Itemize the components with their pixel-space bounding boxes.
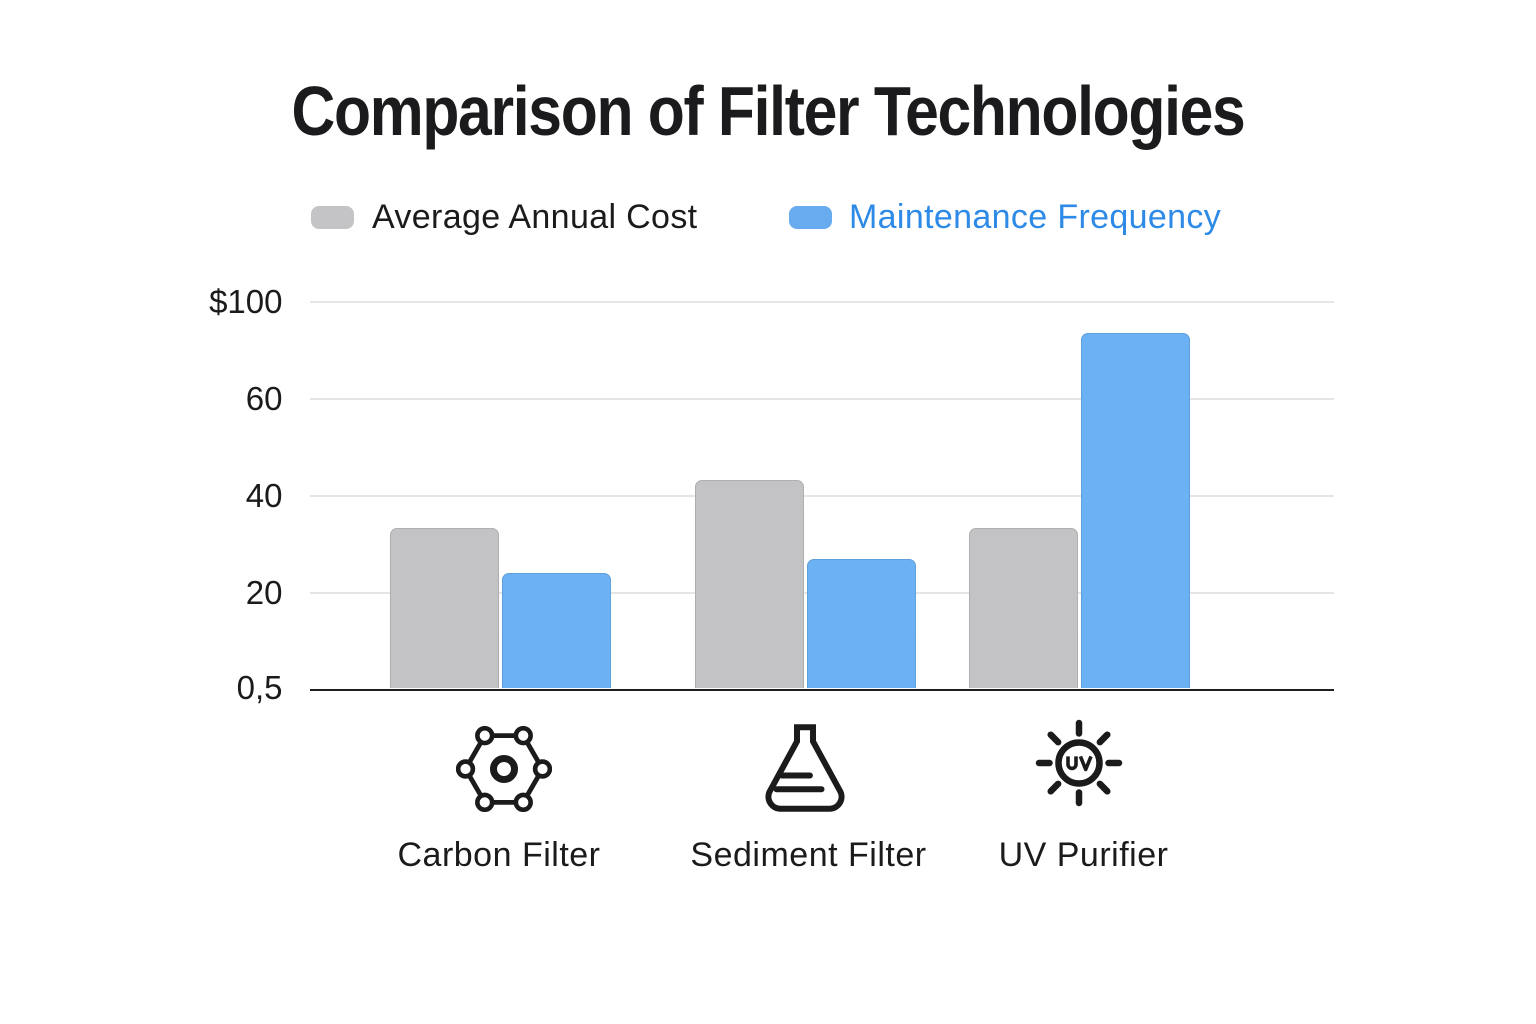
legend-item-average-annual-cost: Average Annual Cost: [311, 198, 697, 236]
legend-label-average-annual-cost: Average Annual Cost: [372, 198, 698, 236]
molecule-icon: [455, 726, 552, 812]
gridline-60: [310, 397, 1334, 400]
bar-carbon-filter-maintenance: [501, 573, 611, 689]
bar-sediment-filter-maintenance: [807, 558, 916, 689]
y-tick-label-0,5: 0,5: [236, 668, 283, 706]
legend-label-maintenance-frequency: Maintenance Frequency: [849, 198, 1222, 236]
legend-swatch-average-annual-cost: [311, 206, 354, 229]
y-tick-label-60: 60: [245, 379, 283, 417]
x-category-uv-purifier: [1032, 716, 1126, 810]
flask-icon: [765, 723, 845, 812]
chart-title: Comparison of Filter Technologies: [291, 72, 1246, 150]
uv-sun-icon: [1036, 719, 1123, 806]
x-category-carbon-filter: [455, 726, 552, 812]
gridline-40: [310, 494, 1334, 497]
y-tick-label-20: 20: [245, 573, 283, 611]
y-tick-label-40: 40: [245, 476, 283, 514]
bar-uv-purifier-maintenance: [1081, 333, 1190, 689]
uv-icon-label: [1066, 755, 1093, 771]
legend-swatch-maintenance-frequency: [789, 206, 832, 229]
bar-sediment-filter-cost: [695, 479, 804, 689]
y-tick-label-$100: $100: [209, 282, 283, 320]
legend-item-maintenance-frequency: Maintenance Frequency: [789, 198, 1221, 236]
x-label-carbon-filter: Carbon Filter: [397, 836, 601, 874]
bar-uv-purifier-cost: [969, 527, 1078, 689]
bar-carbon-filter-cost: [389, 527, 499, 689]
x-axis-line: [310, 688, 1334, 691]
x-label-uv-purifier: UV Purifier: [998, 836, 1169, 874]
gridline-$100: [310, 300, 1334, 303]
x-label-sediment-filter: Sediment Filter: [690, 836, 927, 874]
x-category-sediment-filter: [758, 721, 852, 815]
